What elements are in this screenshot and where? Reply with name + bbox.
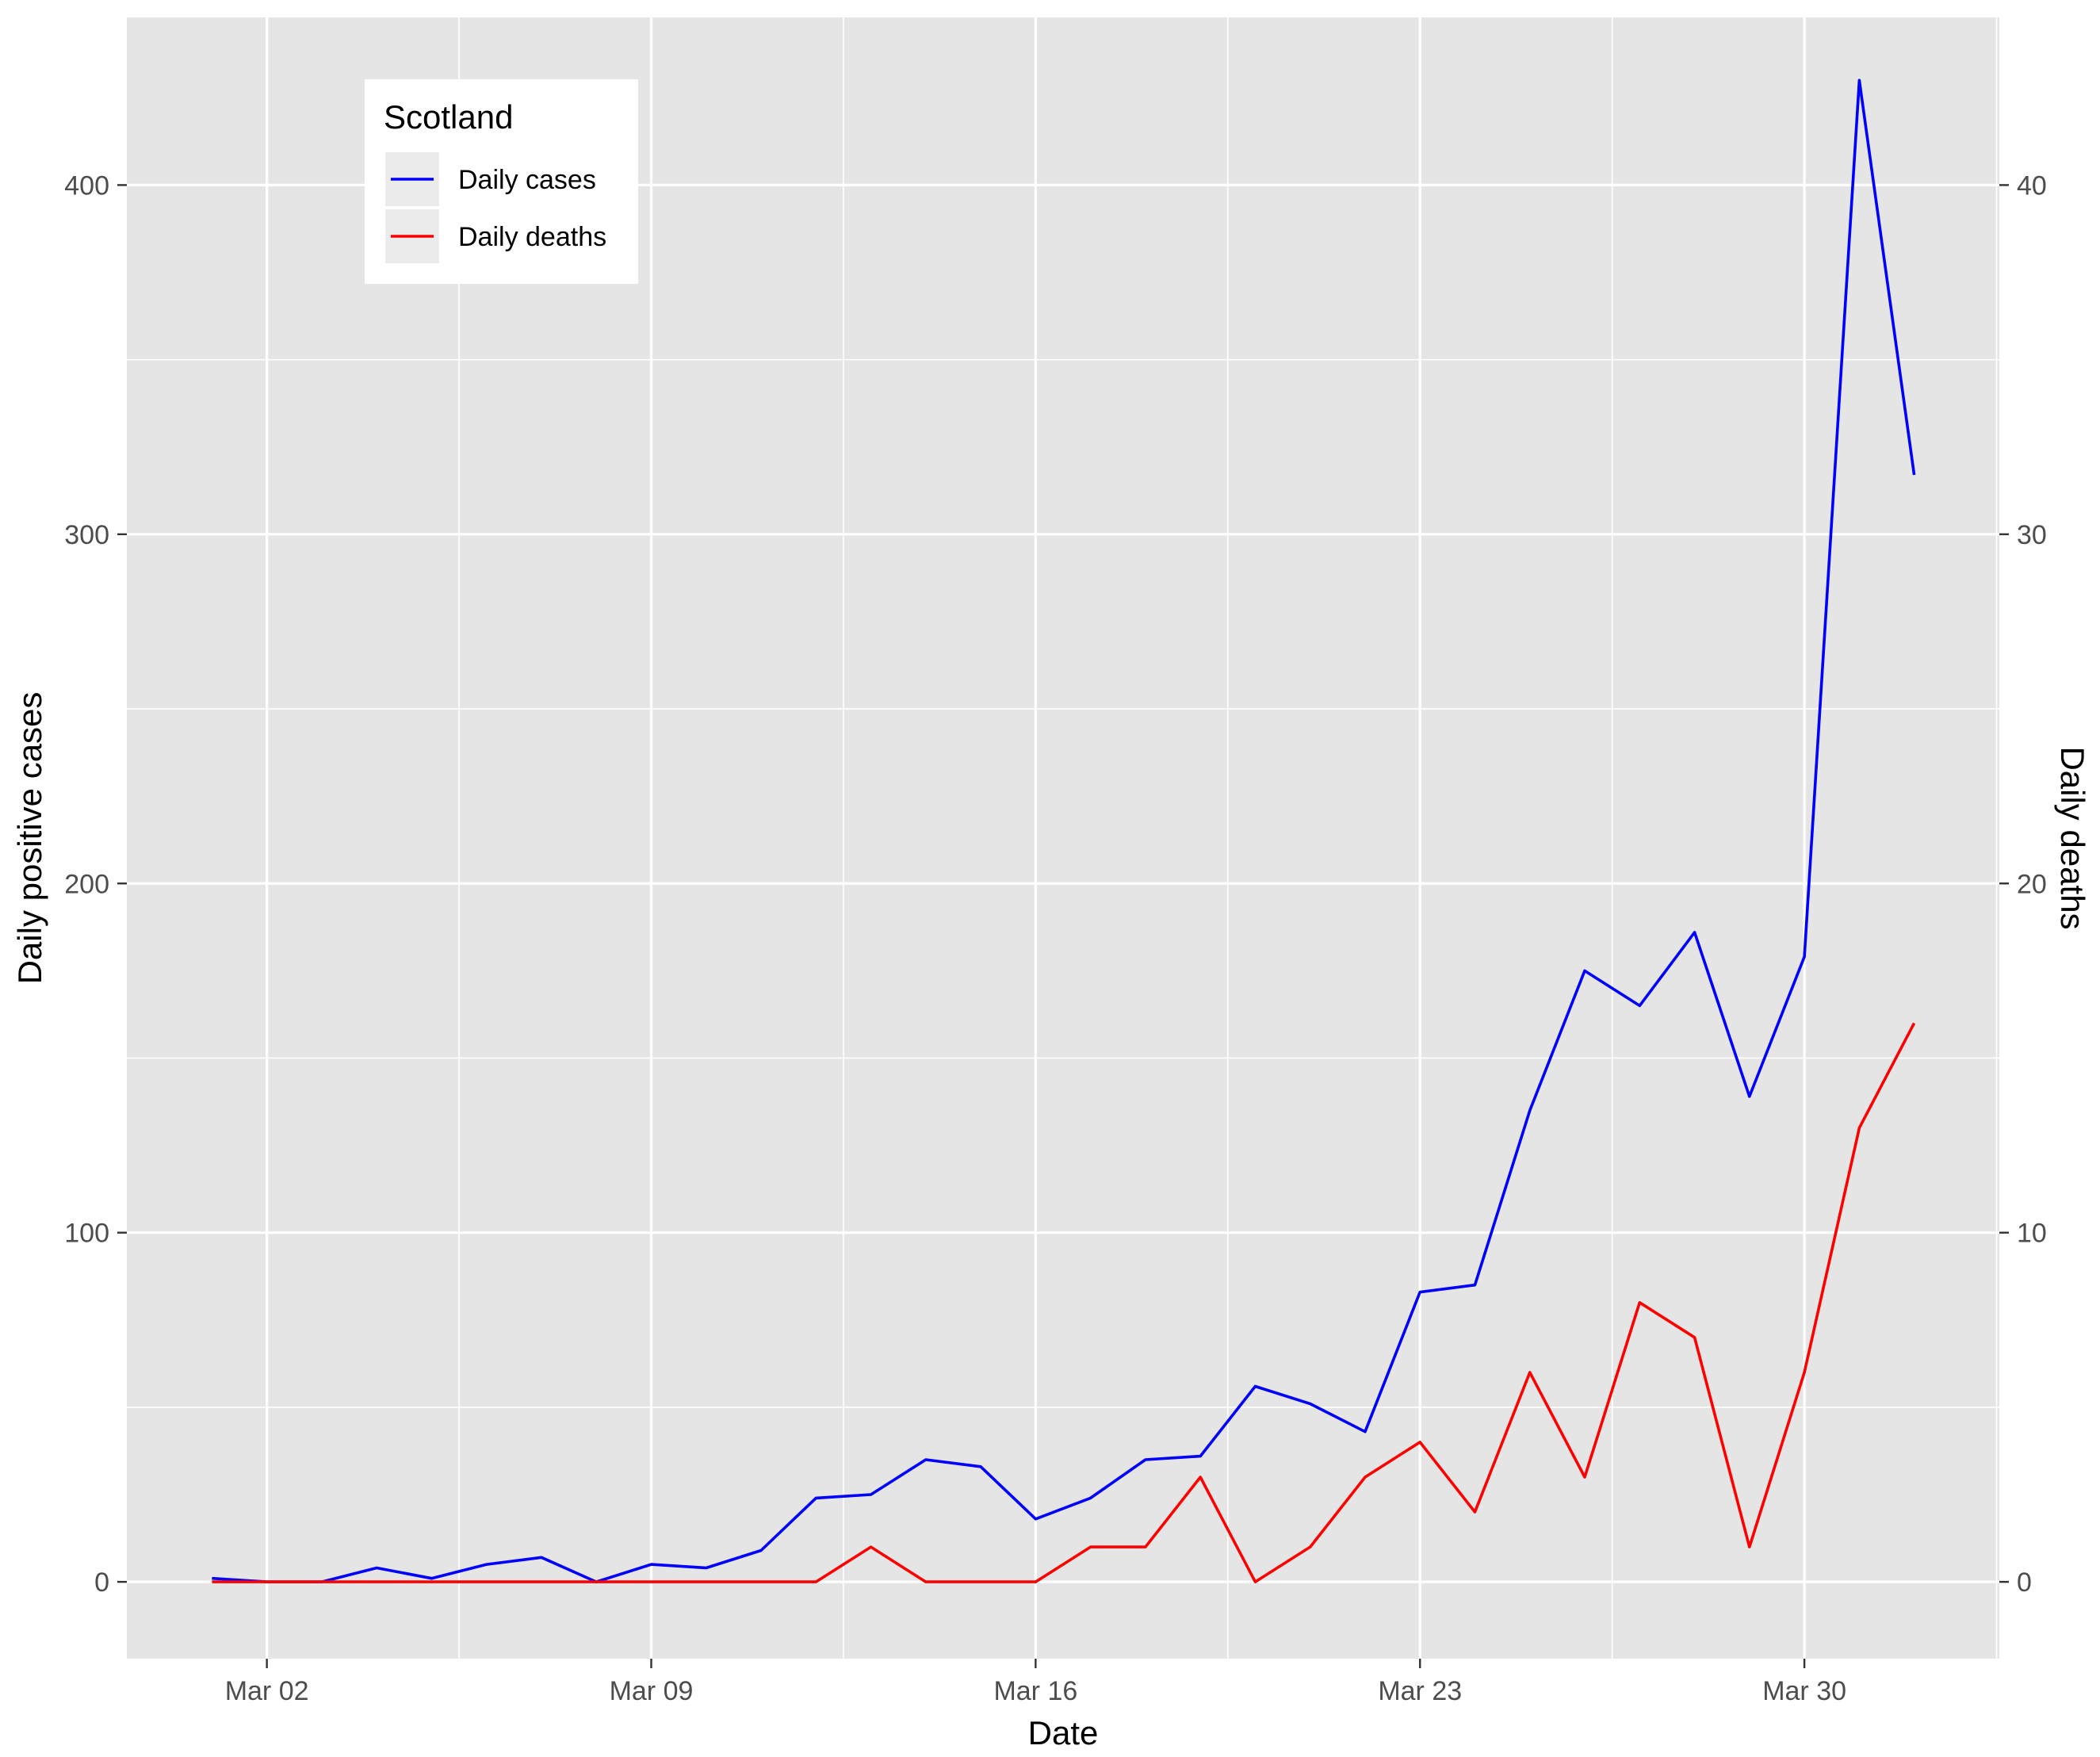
x-axis-title: Date bbox=[1028, 1714, 1099, 1751]
y2-tick-label: 30 bbox=[2017, 520, 2047, 550]
y2-tick-label: 20 bbox=[2017, 869, 2047, 899]
y-tick-label: 300 bbox=[64, 520, 109, 550]
x-tick-label: Mar 09 bbox=[610, 1676, 694, 1706]
axes: Mar 02 Mar 09 Mar 16 Mar 23 Mar 300100200300… bbox=[64, 170, 2047, 1706]
series-line-daily-cases bbox=[212, 78, 1916, 1583]
x-tick-label: Mar 02 bbox=[225, 1676, 309, 1706]
y-tick-label: 100 bbox=[64, 1219, 109, 1249]
legend: Scotland Daily cases Daily deaths bbox=[365, 79, 638, 284]
y-tick-label: 200 bbox=[64, 869, 109, 899]
y-tick-label: 0 bbox=[94, 1568, 109, 1598]
y2-axis-title: Daily deaths bbox=[2054, 746, 2091, 929]
legend-entry-daily-cases: Daily cases bbox=[385, 152, 596, 206]
legend-entries: Daily cases Daily deaths bbox=[385, 152, 606, 263]
series-lines bbox=[212, 78, 1916, 1583]
legend-label: Daily deaths bbox=[458, 222, 606, 252]
series-line-daily-deaths bbox=[212, 1022, 1916, 1583]
x-tick-label: Mar 16 bbox=[993, 1676, 1077, 1706]
legend-title: Scotland bbox=[384, 98, 513, 136]
x-tick-label: Mar 30 bbox=[1762, 1676, 1846, 1706]
legend-label: Daily cases bbox=[458, 165, 596, 195]
legend-entry-daily-deaths: Daily deaths bbox=[385, 209, 606, 263]
y-axis-title: Daily positive cases bbox=[11, 692, 48, 985]
y2-tick-label: 0 bbox=[2017, 1568, 2032, 1598]
y2-tick-label: 40 bbox=[2017, 170, 2047, 201]
y2-tick-label: 10 bbox=[2017, 1219, 2047, 1249]
y-tick-label: 400 bbox=[64, 170, 109, 201]
x-tick-label: Mar 23 bbox=[1378, 1676, 1462, 1706]
plot-panel bbox=[127, 17, 1999, 1659]
